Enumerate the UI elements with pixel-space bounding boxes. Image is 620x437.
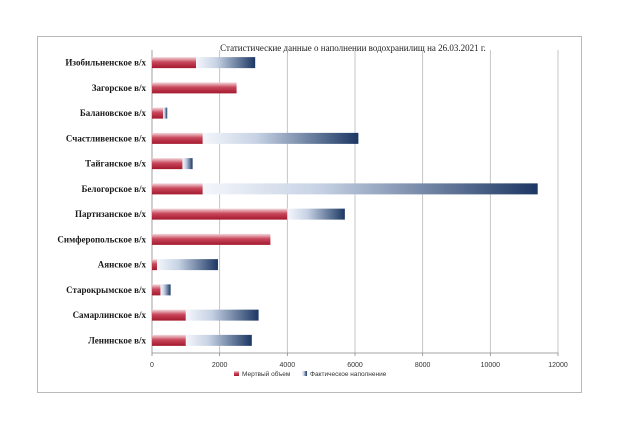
bar-dead-volume — [152, 284, 161, 296]
bar-dead-volume — [152, 183, 203, 195]
axis-layer: 0 2000 4000 6000 8000 10000 12000 — [150, 50, 568, 369]
category-label: Белогорское в/х — [81, 184, 146, 194]
bar-actual-filling — [202, 132, 359, 144]
category-label: Изобильненское в/х — [65, 58, 146, 68]
x-tick-label: 12000 — [548, 362, 568, 369]
x-tick-label: 10000 — [481, 362, 501, 369]
bar-actual-filling — [160, 284, 171, 296]
x-tick-label: 8000 — [415, 362, 431, 369]
bar-actual-filling — [185, 334, 252, 346]
bar-chart: Статистические данные о наполнении водох… — [57, 43, 568, 378]
bar-dead-volume — [152, 107, 164, 119]
legend: Мертвый объем Фактическое наполнение — [234, 370, 387, 378]
category-labels: Изобильненское в/х Загорское в/х Балановск… — [57, 58, 146, 346]
category-label: Симферопольское в/х — [57, 234, 146, 244]
category-label: Партизанское в/х — [75, 209, 146, 219]
bar-dead-volume — [152, 259, 158, 271]
bar-dead-volume — [152, 233, 271, 245]
category-label: Балановское в/х — [80, 108, 147, 118]
x-tick-label: 4000 — [280, 362, 296, 369]
bar-actual-filling — [202, 183, 538, 195]
bar-dead-volume — [152, 208, 288, 220]
bar-actual-filling — [185, 309, 259, 321]
category-label: Счастливенское в/х — [66, 133, 147, 143]
bar-actual-filling — [157, 259, 218, 271]
legend-label: Фактическое наполнение — [310, 371, 387, 378]
category-label: Самарлинское в/х — [73, 310, 147, 320]
bar-actual-filling — [195, 57, 256, 69]
bar-dead-volume — [152, 334, 186, 346]
chart-title: Статистические данные о наполнении водох… — [220, 43, 486, 53]
bar-actual-filling — [163, 107, 168, 119]
bar-dead-volume — [152, 82, 237, 94]
category-label: Старокрымское в/х — [66, 285, 146, 295]
chart-frame: Статистические данные о наполнении водох… — [37, 36, 582, 393]
legend-label: Мертвый объем — [242, 370, 291, 378]
category-label: Ленинское в/х — [88, 335, 146, 345]
bar-dead-volume — [152, 132, 203, 144]
x-tick-label: 2000 — [212, 362, 228, 369]
bars-layer — [152, 57, 538, 346]
x-tick-label: 0 — [150, 362, 154, 369]
category-label: Тайганское в/х — [85, 159, 146, 169]
bar-actual-filling — [182, 158, 193, 170]
bar-dead-volume — [152, 158, 183, 170]
legend-swatch — [234, 371, 239, 376]
category-label: Загорское в/х — [92, 83, 147, 93]
category-label: Аянское в/х — [98, 260, 147, 270]
legend-swatch — [302, 371, 307, 376]
bar-actual-filling — [287, 208, 345, 220]
grid-layer — [219, 50, 559, 353]
bar-dead-volume — [152, 309, 186, 321]
bar-dead-volume — [152, 57, 196, 69]
x-tick-label: 6000 — [347, 362, 363, 369]
